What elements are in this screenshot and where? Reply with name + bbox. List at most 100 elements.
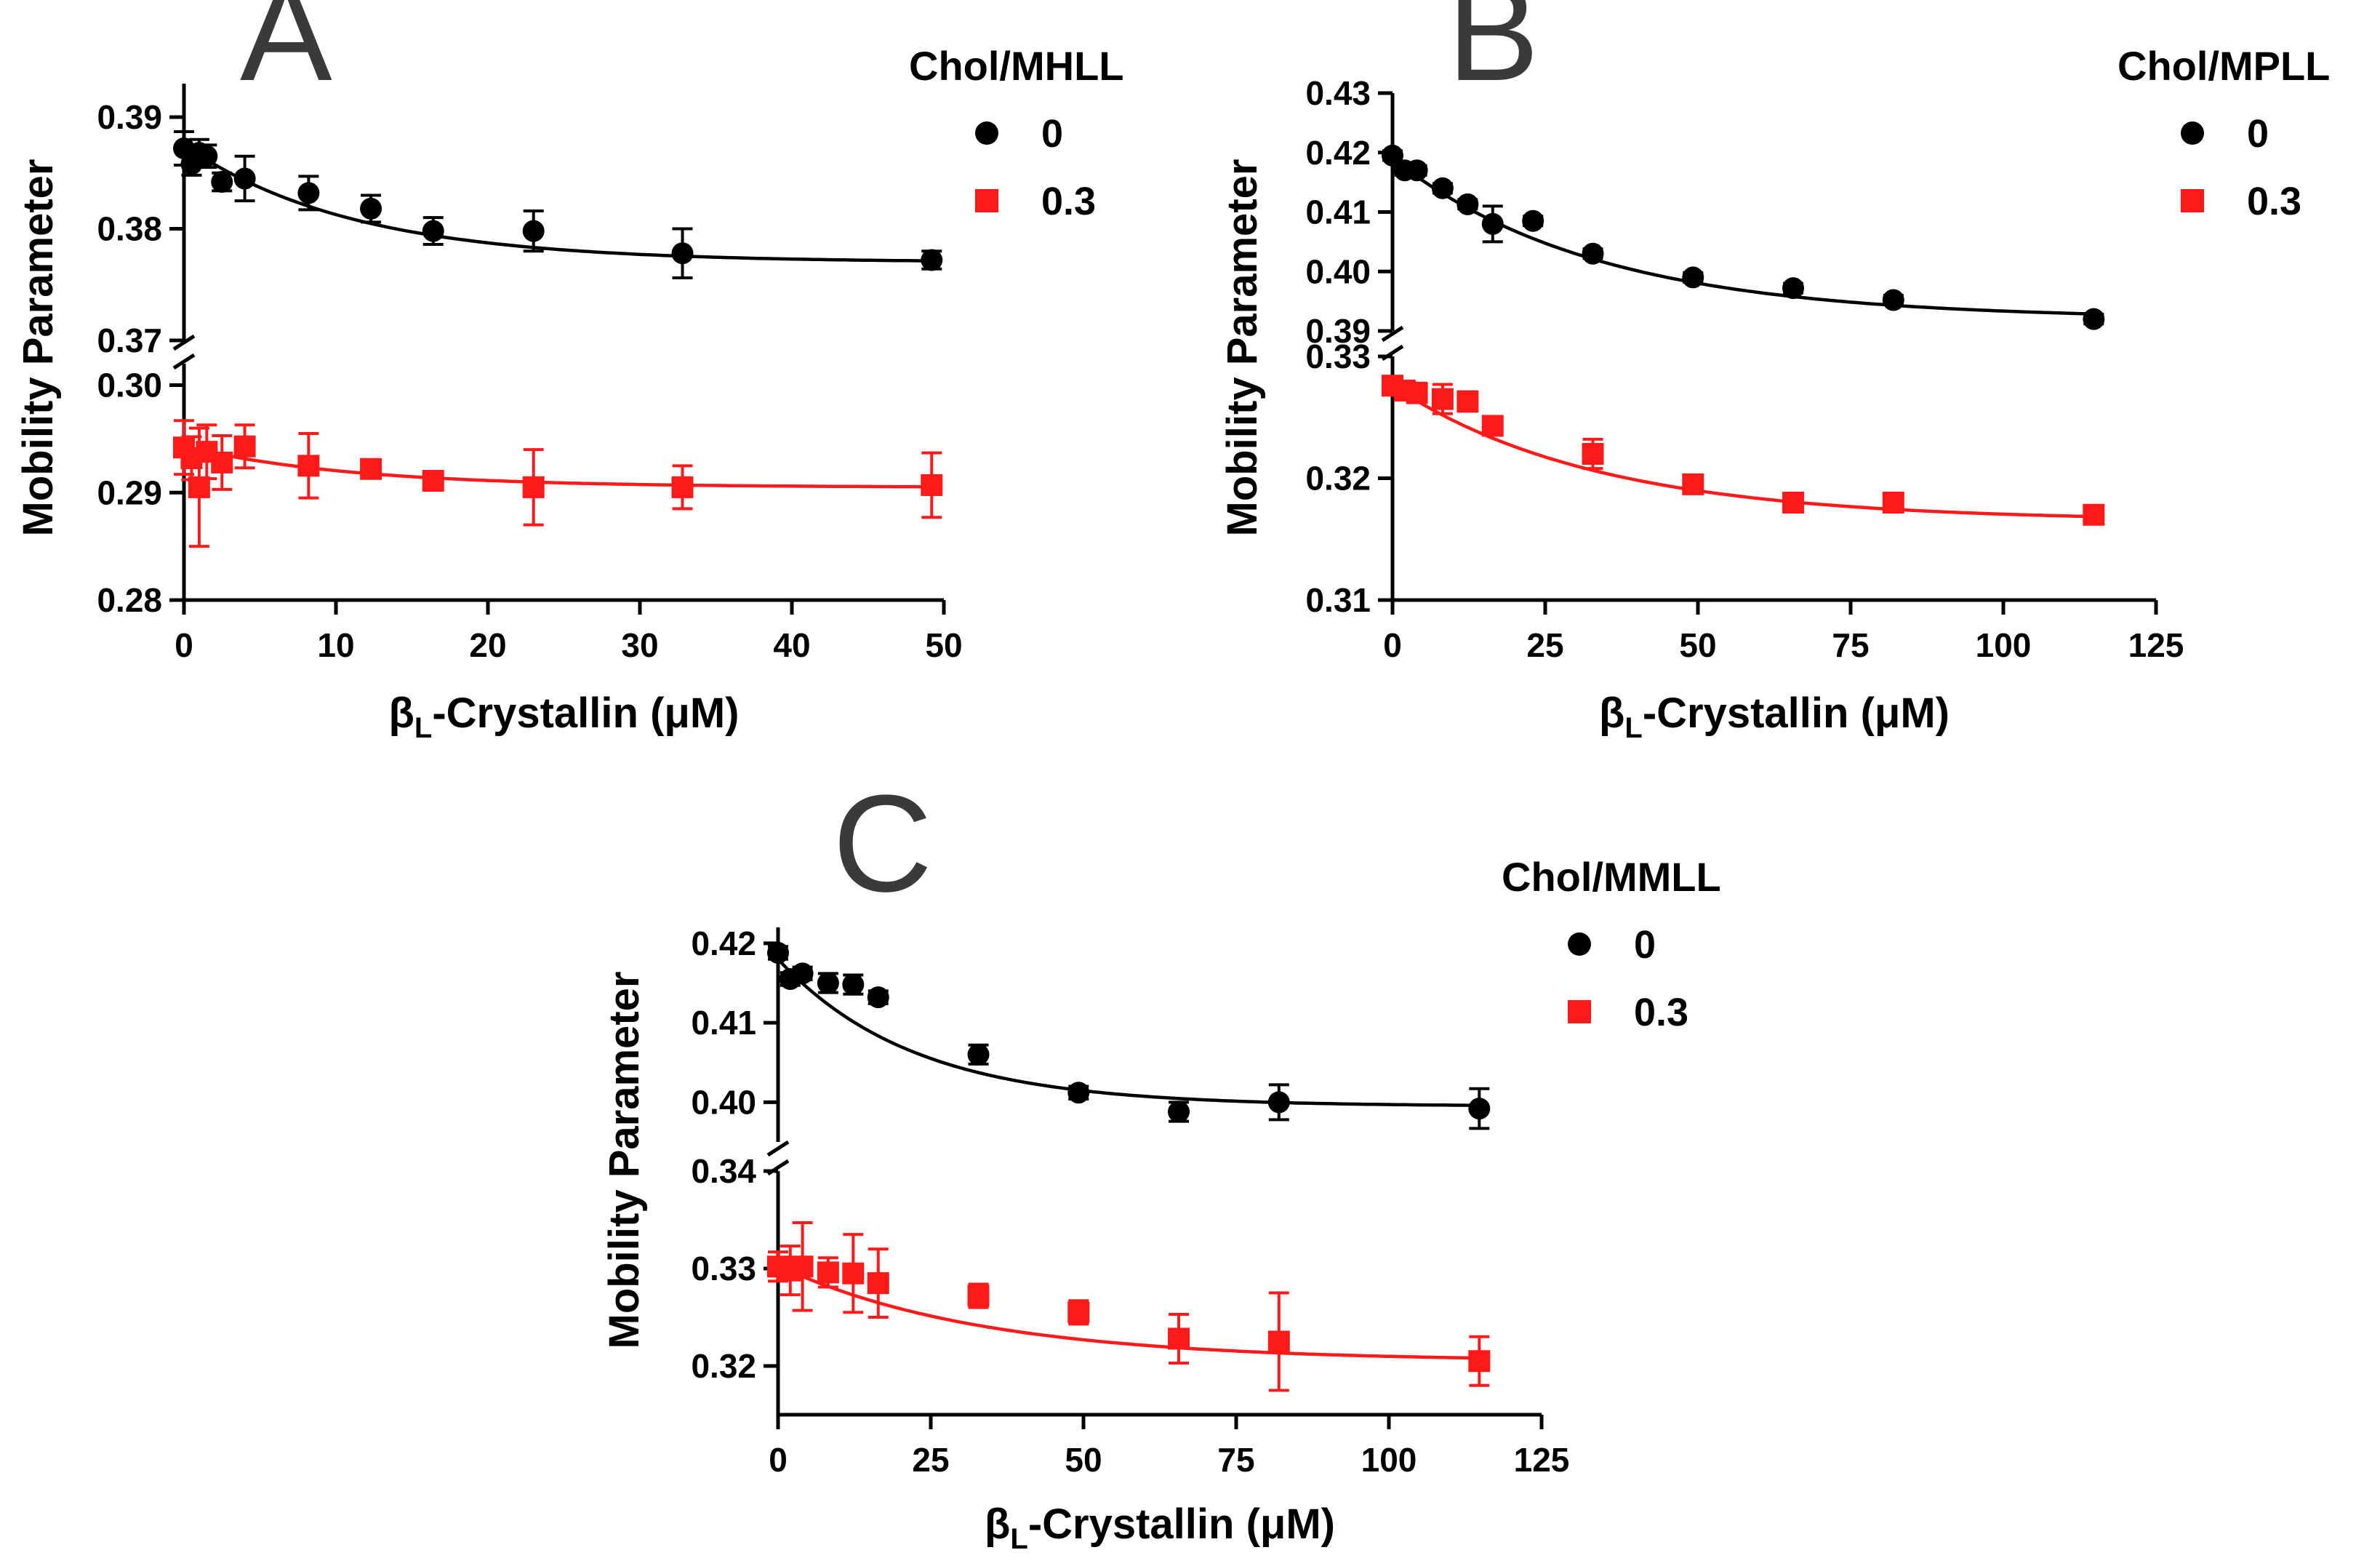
x-axis-label-rest: -Crystallin (μM)	[1028, 1501, 1335, 1548]
x-axis-label-rest: -Crystallin (μM)	[1643, 690, 1950, 737]
y-tick-label: 0.42	[691, 924, 756, 962]
legend-title: Chol/MHLL	[909, 43, 1123, 89]
legend-label: 0	[1041, 112, 1063, 156]
data-point	[233, 167, 256, 190]
data-point	[1882, 289, 1904, 311]
legend-label: 0.3	[1041, 180, 1096, 223]
data-point	[1382, 144, 1403, 167]
axis-break-mark	[1381, 325, 1404, 343]
y-axis-label: Mobility Parameter	[1219, 159, 1266, 537]
y-tick-label: 0.39	[97, 98, 162, 136]
x-axis-label-base: β	[388, 690, 414, 737]
data-point	[297, 182, 320, 204]
x-tick-label: 20	[469, 626, 506, 664]
series-0-3	[1382, 375, 2105, 526]
data-point	[422, 470, 444, 492]
x-axis-label-rest: -Crystallin (μM)	[432, 690, 739, 737]
y-tick-label: 0.43	[1305, 74, 1371, 112]
panel-letter: C	[833, 767, 932, 921]
legend-marker	[975, 121, 998, 145]
x-tick-label: 30	[621, 626, 658, 664]
fit-curve	[183, 143, 932, 263]
y-tick-label: 0.28	[97, 581, 162, 619]
fit-curve	[1391, 384, 2094, 519]
x-axis-label-subscript: L	[1010, 1523, 1027, 1555]
data-point	[1406, 382, 1428, 404]
data-point	[967, 1285, 990, 1307]
series-0-3	[767, 1221, 1491, 1392]
y-tick-label: 0.40	[1305, 252, 1371, 290]
y-tick-label: 0.34	[691, 1152, 756, 1190]
x-tick-label: 50	[1065, 1441, 1102, 1479]
chart-panel-c: C Chol/MMLL 0.40 0.41 0.42 0.32 0.33 0.34 0 25 50 7…	[601, 767, 1721, 1555]
data-point	[671, 242, 694, 265]
legend-marker	[975, 189, 998, 212]
y-tick-label: 0.37	[97, 321, 162, 359]
data-point	[1267, 1091, 1290, 1114]
y-axis-label: Mobility Parameter	[15, 159, 62, 537]
data-point	[867, 1272, 889, 1295]
x-axis-label: βL-Crystallin (μM)	[985, 1501, 1335, 1555]
y-tick-label: 0.30	[97, 367, 162, 404]
data-point	[1457, 390, 1479, 412]
legend-marker	[1568, 932, 1591, 956]
y-tick-label: 0.41	[1305, 193, 1371, 231]
data-point	[1481, 415, 1504, 437]
x-axis-label-base: β	[985, 1501, 1010, 1548]
y-tick-label: 0.42	[1305, 134, 1371, 172]
data-point	[842, 973, 865, 996]
data-point	[817, 972, 839, 994]
data-point	[211, 171, 233, 193]
data-point	[1267, 1330, 1290, 1353]
data-point	[1168, 1327, 1190, 1350]
series-0	[1382, 144, 2105, 330]
fit-curve	[777, 1263, 1480, 1360]
data-point	[211, 451, 233, 474]
legend-label: 0.3	[1634, 991, 1688, 1034]
legend-label: 0	[1634, 923, 1656, 967]
x-tick-label: 50	[1679, 626, 1716, 664]
data-point	[671, 476, 694, 498]
data-point	[360, 197, 382, 220]
data-point	[1406, 159, 1428, 182]
data-point	[1468, 1350, 1491, 1373]
data-point	[1682, 266, 1704, 289]
data-point	[522, 220, 545, 242]
x-tick-label: 125	[1514, 1441, 1570, 1479]
data-point	[1522, 209, 1544, 232]
fit-curve	[1391, 157, 2094, 316]
data-point	[867, 986, 889, 1009]
axis-break-mark	[172, 334, 196, 351]
legend-title: Chol/MPLL	[2117, 43, 2330, 89]
data-point	[1067, 1301, 1090, 1324]
legend-label: 0	[2247, 112, 2269, 156]
data-point	[522, 476, 545, 498]
panel-letter: B	[1447, 0, 1539, 110]
data-point	[967, 1043, 990, 1066]
y-tick-label: 0.38	[97, 210, 162, 248]
legend-title: Chol/MMLL	[1502, 854, 1721, 900]
data-point	[1168, 1100, 1190, 1123]
axis-break-mark	[1381, 344, 1404, 361]
x-axis-label-subscript: L	[1624, 712, 1642, 744]
x-tick-label: 0	[769, 1441, 788, 1479]
data-point	[1431, 388, 1454, 410]
data-point	[791, 962, 814, 985]
data-point	[1457, 193, 1479, 215]
legend-label: 0.3	[2247, 180, 2301, 223]
x-tick-label: 75	[1832, 626, 1869, 664]
y-tick-label: 0.33	[691, 1250, 756, 1287]
data-point	[842, 1262, 865, 1285]
data-point	[1582, 443, 1604, 465]
series-0-3	[173, 419, 943, 548]
data-point	[1782, 277, 1805, 300]
x-tick-label: 10	[317, 626, 354, 664]
chart-panel-b: B Chol/MPLL 0.39 0.40 0.41 0.42 0.43 0.31 0.32 0.…	[1219, 0, 2330, 744]
x-tick-label: 25	[912, 1441, 949, 1479]
data-point	[422, 220, 444, 242]
data-point	[1067, 1082, 1090, 1104]
legend-marker	[2181, 121, 2204, 145]
data-point	[1431, 177, 1454, 199]
x-tick-label: 125	[2128, 626, 2184, 664]
